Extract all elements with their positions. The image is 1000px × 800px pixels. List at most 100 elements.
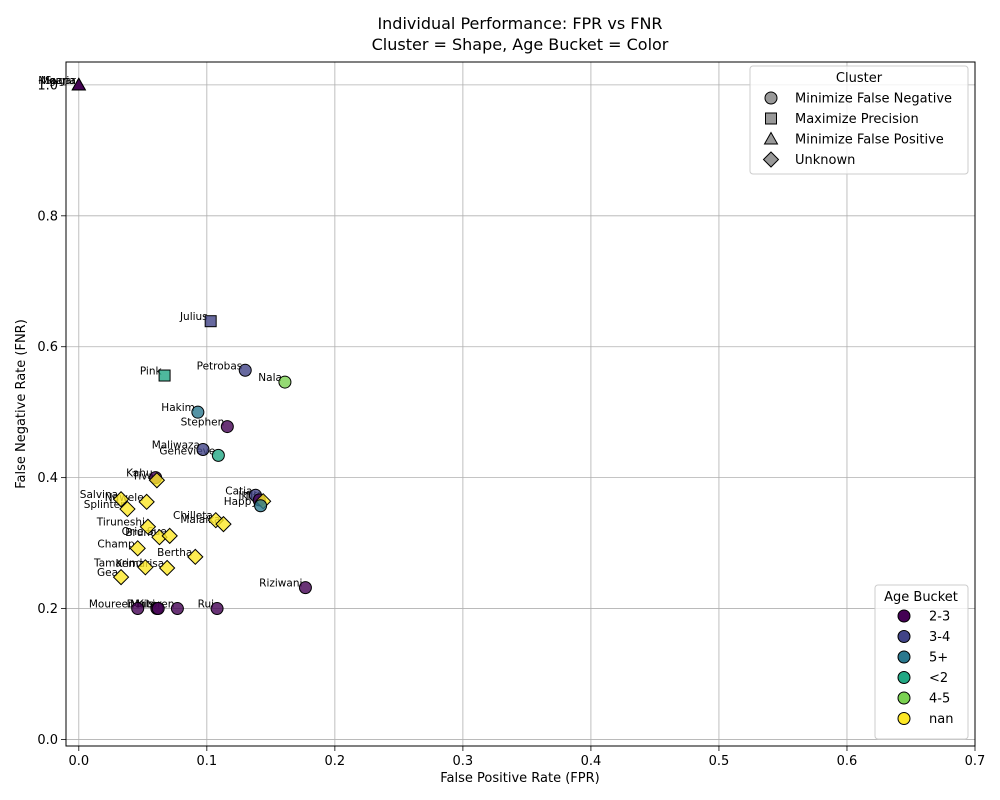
point-label: Pink (140, 366, 163, 378)
y-axis-ticks: 0.0 0.2 0.4 0.6 0.8 1.0 (37, 78, 66, 748)
data-point (119, 500, 136, 518)
point-label: Malaika (180, 514, 220, 526)
point-label: Nala (258, 372, 282, 384)
point-label: Stephen (181, 417, 225, 429)
cluster-legend-label: Minimize False Positive (795, 133, 944, 148)
y-tick-label: 0.2 (37, 602, 58, 617)
age-legend-marker (897, 712, 911, 725)
cluster-legend-label: Maximize Precision (795, 112, 919, 127)
data-point (238, 363, 252, 377)
point-label: Moureen (89, 599, 135, 611)
x-tick-label: 0.7 (965, 754, 986, 769)
point-label: Hakim (161, 402, 195, 414)
cluster-legend-marker (763, 131, 779, 145)
point-label: Bertha (157, 547, 192, 559)
age-legend-title: Age Bucket (884, 590, 958, 605)
data-point (131, 602, 145, 616)
x-axis-ticks: 0.0 0.1 0.2 0.3 0.4 0.5 0.6 0.7 (68, 746, 985, 769)
point-label: Maliwaza (152, 439, 200, 451)
data-point (191, 405, 205, 419)
point-label: Moana (41, 75, 76, 87)
point-label: Nigeria (38, 75, 76, 87)
age-legend-marker (897, 630, 911, 643)
plot-area (65, 61, 976, 747)
point-label: Julius (179, 311, 208, 323)
data-points (71, 77, 312, 616)
data-point (215, 515, 232, 533)
age-legend-marker (897, 671, 911, 684)
data-point (211, 448, 225, 462)
age-legend-label: <2 (929, 671, 948, 686)
x-axis-label: False Positive Rate (FPR) (440, 771, 599, 786)
data-point (138, 493, 155, 511)
data-point (254, 499, 268, 513)
age-legend-marker (897, 691, 911, 705)
age-legend-label: 4-5 (929, 692, 950, 707)
x-tick-label: 0.4 (581, 754, 602, 769)
point-label: Champ (97, 538, 135, 550)
point-label: Rui (198, 599, 214, 611)
chart-title: Individual Performance: FPR vs FNR (377, 14, 662, 33)
data-point (148, 472, 166, 489)
x-tick-label: 0.3 (453, 754, 474, 769)
point-label: Tiruneshi (96, 517, 145, 529)
point-label: Tiva (131, 470, 154, 482)
x-tick-label: 0.0 (68, 754, 89, 769)
cluster-legend: Cluster Minimize False Negative Maximize … (749, 65, 969, 175)
data-point (151, 602, 165, 616)
cluster-legend-marker (762, 151, 780, 168)
data-point (71, 77, 87, 91)
y-tick-label: 0.8 (37, 209, 58, 224)
point-label: Splinter (84, 499, 125, 511)
cluster-legend-marker (764, 91, 778, 105)
y-tick-label: 0.6 (37, 340, 58, 355)
age-legend-label: 5+ (929, 651, 948, 666)
data-point (278, 375, 292, 389)
y-tick-label: 0.0 (37, 733, 58, 748)
data-point (158, 559, 176, 577)
point-label: Happy (224, 496, 258, 508)
point-label: Kahu (126, 468, 152, 480)
point-label: Riziwani (259, 578, 302, 590)
data-point (129, 540, 146, 557)
data-point (137, 559, 154, 576)
data-point (170, 602, 184, 616)
point-label: Petrobas (197, 360, 243, 372)
point-label: Catia (225, 485, 252, 497)
data-point (196, 442, 210, 456)
data-point (204, 315, 217, 328)
age-legend: Age Bucket 2-3 3-4 5+ <2 4-5 nan (874, 584, 969, 740)
point-label: Tamarind (93, 557, 142, 569)
data-point (158, 369, 171, 382)
cluster-legend-label: Minimize False Negative (795, 92, 952, 107)
data-point (298, 581, 312, 595)
data-point (112, 491, 130, 508)
age-legend-label: 2-3 (929, 610, 950, 625)
cluster-legend-label: Unknown (795, 153, 855, 168)
y-axis-label: False Negative Rate (FNR) (14, 319, 29, 489)
y-tick-label: 1.0 (37, 78, 58, 93)
cluster-legend-marker (765, 112, 777, 125)
cluster-legend-title: Cluster (836, 71, 883, 86)
x-tick-label: 0.6 (837, 754, 858, 769)
age-legend-marker (897, 650, 911, 664)
age-legend-label: 3-4 (929, 630, 950, 645)
x-tick-label: 0.2 (325, 754, 346, 769)
point-label: Gea (97, 567, 118, 579)
data-point (112, 568, 130, 586)
age-legend-marker (897, 609, 911, 623)
age-legend-label: nan (929, 712, 953, 727)
data-point (187, 548, 204, 566)
point-label: Salvina (80, 489, 118, 501)
chart-subtitle: Cluster = Shape, Age Bucket = Color (372, 35, 669, 54)
data-point (220, 420, 234, 434)
y-tick-label: 0.4 (37, 471, 58, 486)
data-point (210, 602, 224, 616)
data-point (139, 518, 157, 535)
point-label: Sugar (45, 75, 76, 87)
x-tick-label: 0.1 (196, 754, 217, 769)
x-tick-label: 0.5 (709, 754, 730, 769)
data-point (161, 527, 178, 545)
point-label: Chilleta (173, 510, 213, 522)
